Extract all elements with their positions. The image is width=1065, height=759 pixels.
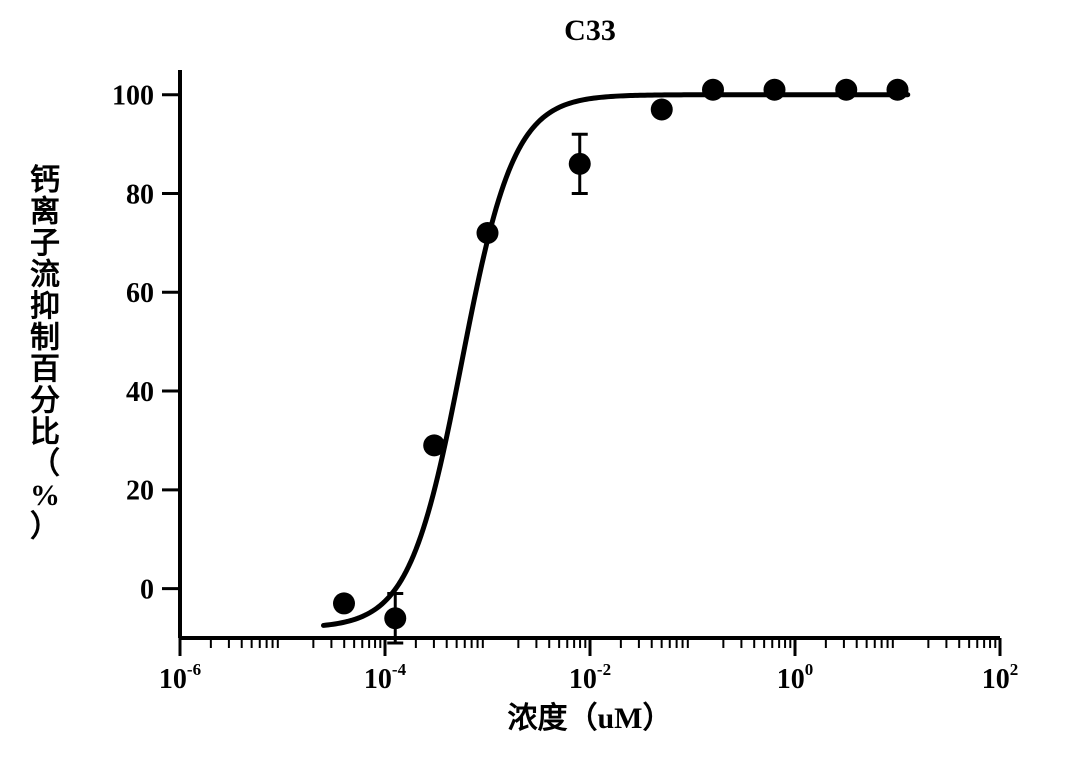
y-label-char: 钙 bbox=[30, 164, 60, 197]
y-tick-label: 80 bbox=[126, 179, 154, 210]
y-tick-label: 40 bbox=[126, 377, 154, 408]
data-point bbox=[384, 607, 406, 629]
data-point bbox=[651, 99, 673, 121]
y-label-char: 比 bbox=[30, 416, 60, 449]
data-point bbox=[333, 592, 355, 614]
x-tick-label: 10-2 bbox=[569, 660, 611, 695]
x-tick-label: 10-4 bbox=[364, 660, 407, 695]
chart-title-text: C33 bbox=[564, 14, 616, 47]
y-label-char: ） bbox=[30, 510, 60, 544]
data-point bbox=[887, 79, 909, 101]
data-point bbox=[702, 79, 724, 101]
x-label-text: 浓度（uM） bbox=[508, 701, 673, 735]
x-tick-label: 10-6 bbox=[159, 660, 201, 695]
x-tick-label: 102 bbox=[982, 660, 1019, 695]
y-label-char: 制 bbox=[30, 322, 60, 355]
fit-curve bbox=[324, 95, 908, 626]
data-point bbox=[423, 434, 445, 456]
y-label-char: 流 bbox=[30, 259, 60, 292]
y-tick-label: 60 bbox=[126, 278, 154, 309]
data-point bbox=[569, 153, 591, 175]
y-tick-label: 100 bbox=[112, 80, 154, 111]
y-label-char: % bbox=[30, 479, 60, 512]
y-tick-label: 0 bbox=[140, 574, 154, 605]
data-point bbox=[477, 222, 499, 244]
y-label-char: 抑 bbox=[30, 290, 60, 323]
y-label-char: 子 bbox=[30, 227, 60, 260]
y-tick-label: 20 bbox=[126, 476, 154, 507]
x-tick-label: 100 bbox=[777, 660, 814, 695]
y-label-char: （ bbox=[30, 447, 60, 481]
y-label-char: 分 bbox=[30, 385, 60, 418]
data-point bbox=[764, 79, 786, 101]
data-point bbox=[835, 79, 857, 101]
y-label-char: 百 bbox=[30, 353, 60, 386]
y-label-char: 离 bbox=[30, 196, 60, 229]
